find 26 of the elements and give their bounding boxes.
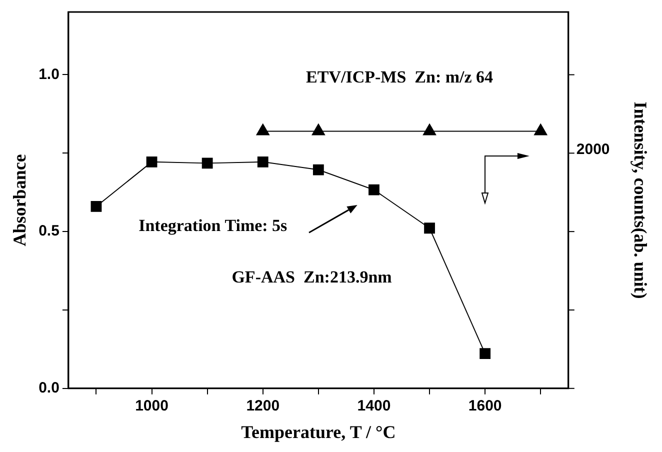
point [534, 124, 548, 136]
point [202, 158, 213, 169]
point [90, 201, 102, 212]
x-tick-label: 1000 [135, 398, 168, 415]
y-tick-label: 0.0 [38, 380, 60, 397]
x-axis-title: Temperature, T / °C [241, 422, 396, 442]
point [422, 124, 436, 136]
point [256, 124, 270, 136]
annotation: Integration Time: 5s [138, 216, 288, 235]
point [312, 124, 325, 136]
point [480, 348, 491, 360]
y-tick-label: 0.5 [38, 222, 60, 240]
y-tick-label: 1.0 [38, 66, 60, 83]
point [146, 156, 158, 168]
x-tick-label: 1400 [357, 398, 391, 415]
y-axis-title: Absorbance [9, 154, 30, 246]
point [312, 164, 324, 176]
y2-axis-title: Intensity, counts(ab. unit) [630, 102, 651, 299]
text: GF-AAS Zn:213.9nm [232, 267, 392, 286]
point [424, 222, 435, 234]
point [368, 184, 380, 196]
text: ETV/ICP-MS Zn: m/z 64 [306, 67, 494, 86]
x-tick-label: 1200 [246, 398, 280, 415]
x-tick-label: 1600 [468, 398, 502, 415]
point [257, 156, 268, 168]
text: 2000 [576, 141, 610, 158]
